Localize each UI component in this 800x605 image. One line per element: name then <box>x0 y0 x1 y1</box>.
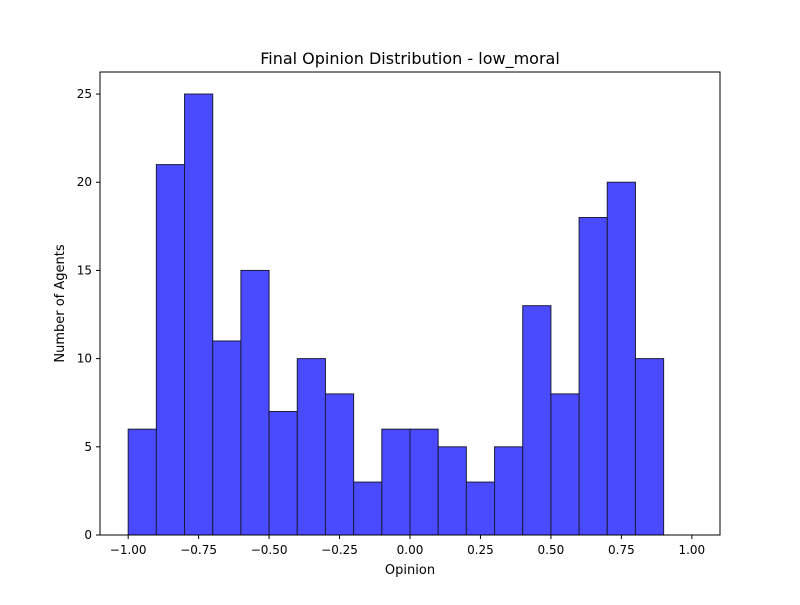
x-tick-label: 0.50 <box>538 543 565 557</box>
histogram-bar <box>268 411 298 536</box>
histogram-bar <box>465 481 496 536</box>
x-tick-label: −0.25 <box>321 543 358 557</box>
histogram-bar <box>296 358 326 536</box>
y-axis-label: Number of Agents <box>53 244 68 362</box>
y-tick-label: 0 <box>84 528 92 542</box>
y-tick-label: 10 <box>77 352 92 366</box>
histogram-bar <box>381 428 411 536</box>
bars-group <box>127 93 665 536</box>
x-tick-label: 0.75 <box>608 543 635 557</box>
x-axis-label: Opinion <box>385 563 435 578</box>
x-tick-label: 1.00 <box>678 543 705 557</box>
histogram-bar <box>324 393 355 536</box>
x-tick-label: −0.75 <box>180 543 217 557</box>
x-tick-label: 0.00 <box>397 543 424 557</box>
x-tick-label: 0.25 <box>467 543 494 557</box>
histogram-bar <box>240 269 270 536</box>
histogram-bar <box>353 481 383 536</box>
histogram-bar <box>184 93 214 536</box>
histogram-bar <box>634 358 665 536</box>
histogram-bar <box>606 181 636 536</box>
histogram-bar <box>578 217 608 536</box>
histogram-bar <box>437 446 467 536</box>
y-tick-label: 15 <box>77 263 92 277</box>
y-tick-label: 25 <box>77 87 92 101</box>
histogram-bar <box>155 164 186 536</box>
y-axis-ticks: 0 5 10 15 20 25 <box>77 87 100 542</box>
histogram-bar <box>409 428 439 536</box>
x-tick-label: −1.00 <box>110 543 147 557</box>
histogram-bar <box>212 340 242 536</box>
y-tick-label: 5 <box>84 440 92 454</box>
y-tick-label: 20 <box>77 175 92 189</box>
chart-title: Final Opinion Distribution - low_moral <box>260 49 560 69</box>
x-axis-ticks: −1.00 −0.75 −0.50 −0.25 0.00 0.25 0.50 0.75 1.00 <box>110 535 705 557</box>
histogram-bar <box>550 393 580 536</box>
histogram-bar <box>127 428 157 536</box>
x-tick-label: −0.50 <box>251 543 288 557</box>
histogram-bar <box>494 446 524 536</box>
histogram-bar <box>522 305 552 536</box>
